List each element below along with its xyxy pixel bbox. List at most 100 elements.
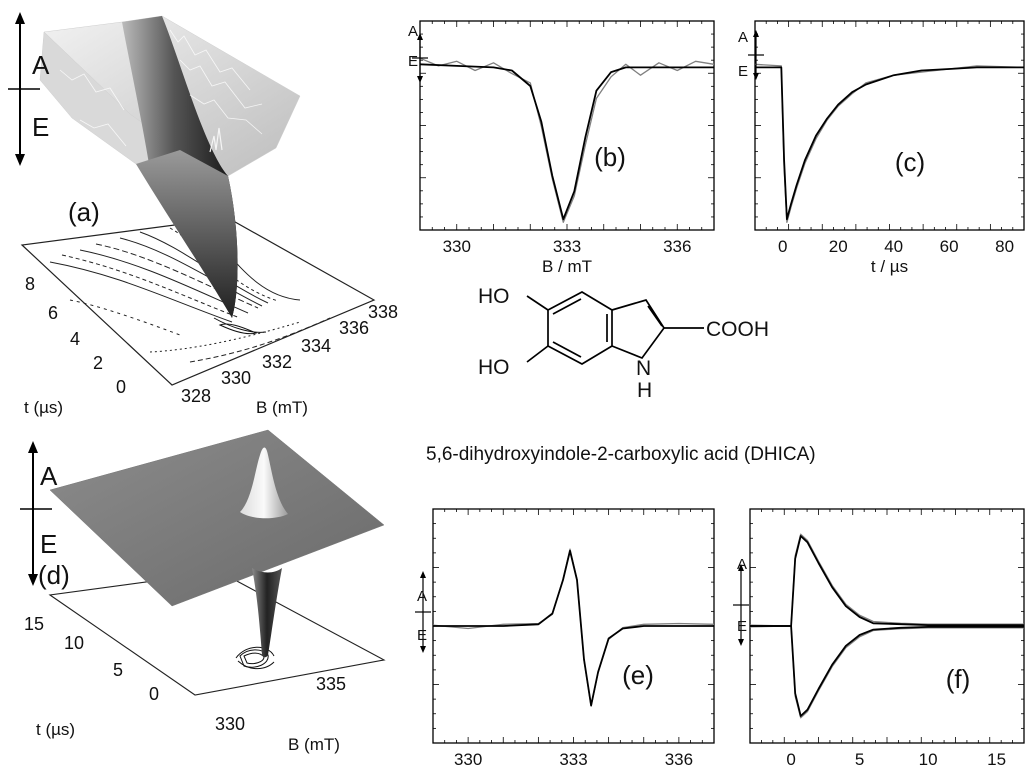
molecule-ho-bottom: HO (478, 356, 510, 379)
molecule-caption: 5,6-dihydroxyindole-2-carboxylic acid (D… (426, 444, 816, 465)
panel-f-arrowhead-down (738, 639, 744, 646)
panel-d-ytick: 5 (113, 660, 123, 680)
panel-a-direction-arrow (8, 12, 40, 166)
panel-f-emission-label: E (737, 618, 747, 635)
panel-a-noise-spike (209, 127, 223, 153)
panel-e-series-fit (433, 549, 714, 707)
panel-c-xtick-label: 40 (884, 237, 903, 256)
panel-a-label: (a) (68, 197, 100, 227)
panel-d-surface-plot: A E (d) 0 5 10 15 330 335 t (µs) B (mT) (20, 429, 386, 754)
panel-f-line-chart: 051015t / µs(f)AE (733, 508, 1025, 765)
panel-d-x-axis-label: B (mT) (288, 735, 340, 754)
panel-d-y-axis-label: t (µs) (36, 720, 75, 739)
panel-a-y-ticks: 0 2 4 6 8 (25, 274, 126, 397)
panel-c-frame (754, 20, 1025, 231)
panel-a-ytick: 0 (116, 377, 126, 397)
panel-a-ytick: 6 (48, 303, 58, 323)
panel-f-xtick-label: 10 (919, 750, 938, 765)
panel-e-tick-marks (433, 509, 714, 743)
panel-a-ytick: 2 (93, 353, 103, 373)
molecule-nitrogen: N (636, 357, 651, 380)
panel-e-series-data (432, 548, 715, 707)
panel-d-emissive-dip (252, 568, 282, 658)
dhica-structure: HO HO COOH N H 5,6-dihydroxyindole-2-car… (426, 285, 816, 465)
panel-a-xtick: 332 (262, 352, 292, 372)
panel-e-arrowhead-down (420, 646, 426, 653)
panel-d-contours (235, 646, 275, 670)
panel-a-x-axis-label: B (mT) (256, 398, 308, 417)
panel-c-absorption-label: A (738, 29, 748, 46)
panel-b-tick-marks (420, 21, 714, 230)
panel-c-line-chart: 0 20 40 60 80 t / µs (c) AE (738, 20, 1025, 276)
panel-d-ytick: 0 (149, 684, 159, 704)
panel-f-tick-marks (750, 509, 1024, 743)
panel-e-emission-label: E (417, 627, 427, 644)
panel-a-absorption-label: A (32, 50, 50, 80)
panel-f-arrowhead-up (738, 564, 744, 571)
panel-a-contour-plane (20, 217, 376, 386)
panel-c-tick-marks (755, 21, 1024, 230)
panel-d-y-ticks: 0 5 10 15 (24, 614, 159, 704)
panel-b-series-data (419, 57, 715, 223)
panel-e-xtick-label: 330 (454, 750, 482, 765)
panel-f-label: (f) (946, 664, 971, 694)
panel-a-surface-plot: A E (a) 0 2 4 6 8 328 330 332 334 336 33… (8, 12, 398, 417)
panel-a-xtick: 336 (339, 318, 369, 338)
panel-a-y-axis-label: t (µs) (24, 398, 63, 417)
panel-b-series-fit (419, 63, 714, 221)
panel-d-xtick: 335 (316, 674, 346, 694)
panel-a-ytick: 4 (70, 329, 80, 349)
panel-f-xtick-label: 15 (987, 750, 1006, 765)
panel-c-xtick-label: 20 (829, 237, 848, 256)
panel-b-xtick-label: 336 (663, 237, 691, 256)
panel-d-x-ticks: 330 335 (215, 674, 346, 734)
panel-c-arrowhead-up (753, 30, 759, 37)
panel-b-arrowhead-up (417, 33, 423, 40)
panel-b-xtick-label: 333 (553, 237, 581, 256)
panel-c-x-axis-label: t / µs (871, 257, 908, 276)
panel-d-ytick: 10 (64, 633, 84, 653)
panel-c-label: (c) (895, 147, 925, 177)
panel-a-surface-wall (136, 150, 238, 318)
panel-c-xtick-label: 0 (778, 237, 787, 256)
panel-b-label: (b) (594, 142, 626, 172)
panel-f-absorption-label: A (737, 556, 747, 573)
panel-a-xtick: 334 (301, 336, 331, 356)
panel-f-xtick-label: 0 (786, 750, 795, 765)
panel-b-line-chart: 330 333 336 B / mT (b) AE (408, 20, 715, 276)
panel-d-label: (d) (38, 560, 70, 590)
molecule-hydrogen: H (637, 379, 652, 402)
panel-e-xtick-label: 333 (559, 750, 587, 765)
panel-f-series-fit (750, 625, 1024, 717)
molecule-bonds (526, 291, 704, 365)
panel-e-absorption-label: A (417, 588, 427, 605)
panel-c-xtick-label: 80 (995, 237, 1014, 256)
panel-e-arrowhead-up (420, 571, 426, 578)
panel-c-arrowhead-down (753, 73, 759, 80)
molecule-ho-top: HO (478, 285, 510, 308)
panel-b-frame (419, 20, 715, 231)
panel-a-emission-label: E (32, 112, 49, 142)
panel-d-surface-plane (49, 429, 385, 607)
panel-b-absorption-label: A (408, 23, 418, 40)
panel-c-emission-label: E (738, 63, 748, 80)
panel-b-x-axis-label: B / mT (542, 257, 592, 276)
panel-d-emission-label: E (40, 529, 57, 559)
panel-b-emission-label: E (408, 53, 418, 70)
panel-d-direction-arrow (20, 441, 52, 586)
panel-a-x-ticks: 328 330 332 334 336 338 (181, 302, 398, 406)
panel-f-series-fit (750, 535, 1024, 627)
panel-c-xtick-label: 60 (940, 237, 959, 256)
panel-d-xtick: 330 (215, 714, 245, 734)
panel-a-ytick: 8 (25, 274, 35, 294)
panel-a-surface-ridges (59, 29, 263, 147)
panel-d-ytick: 15 (24, 614, 44, 634)
panel-a-xtick: 330 (221, 368, 251, 388)
molecule-cooh: COOH (706, 318, 769, 341)
panel-e-xtick-label: 336 (665, 750, 693, 765)
panel-d-absorptive-peak (240, 447, 288, 519)
panel-c-series-fit (755, 66, 1024, 221)
panel-c-series-data (754, 63, 1025, 223)
